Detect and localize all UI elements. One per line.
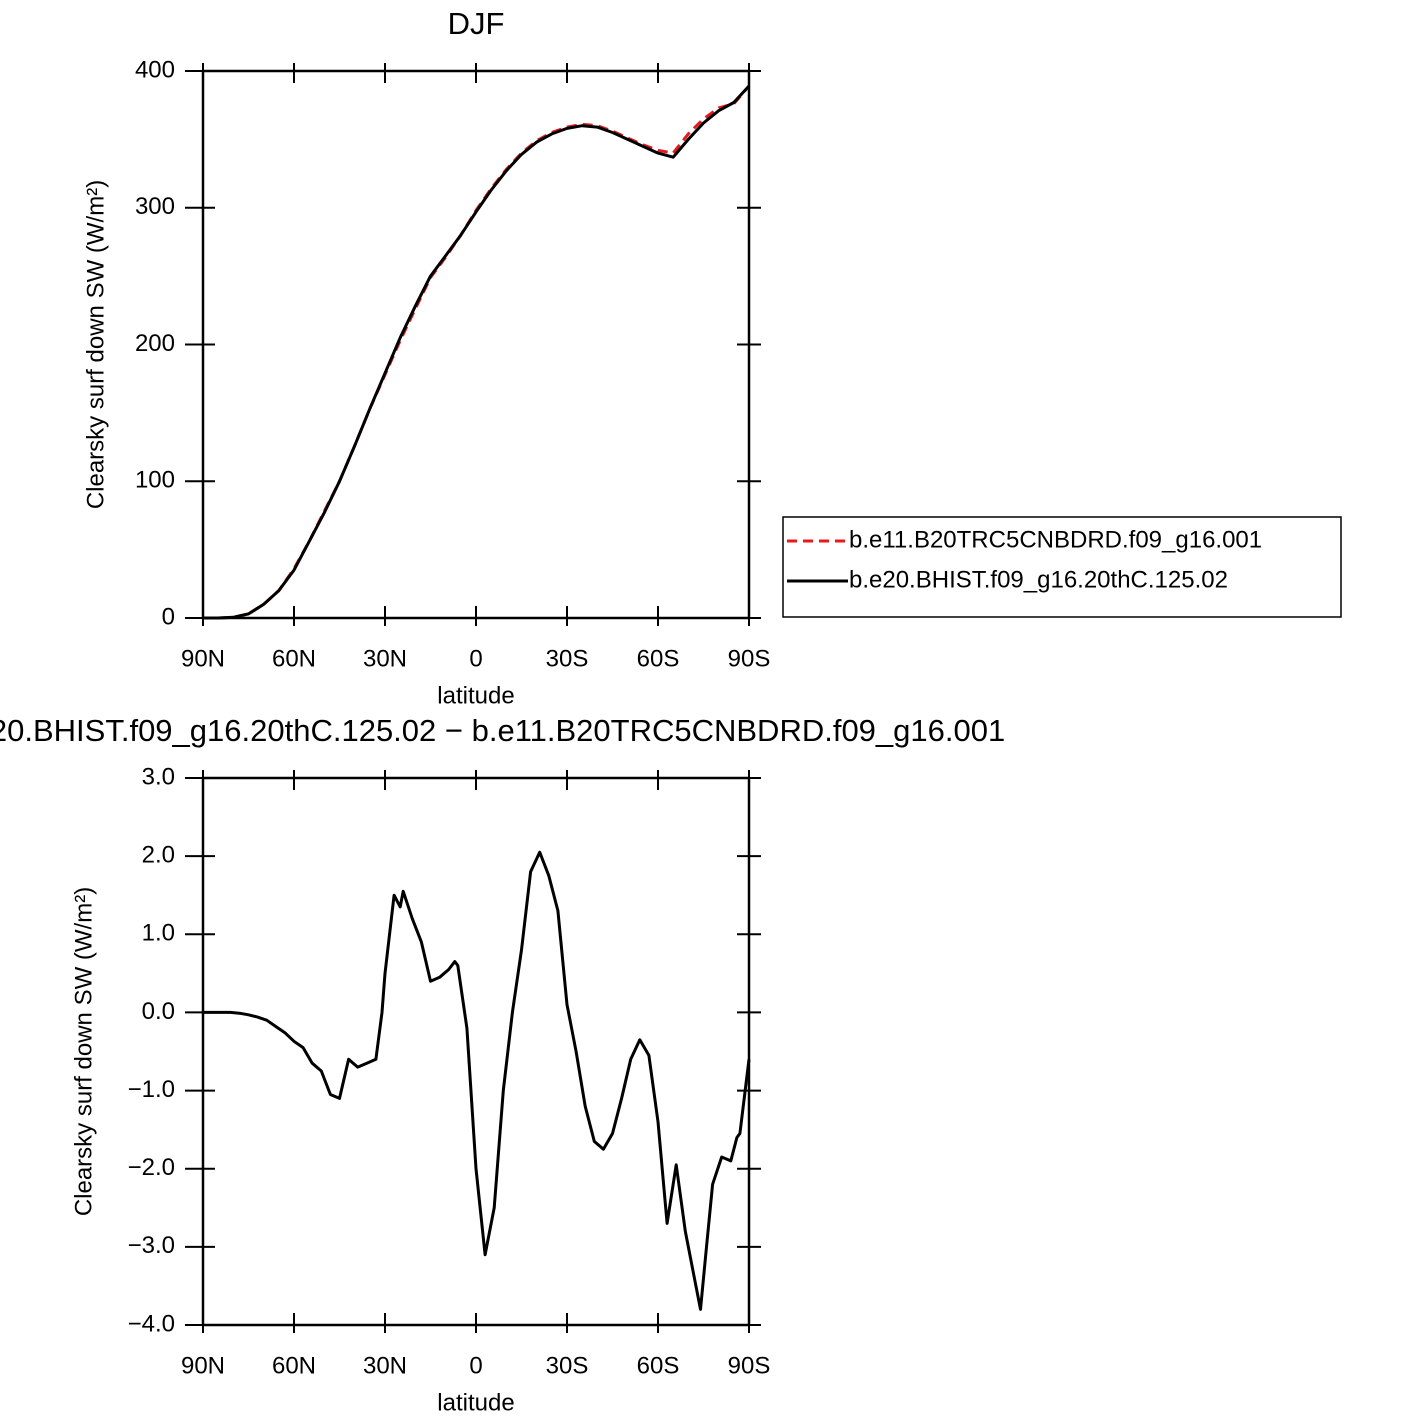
chart-title: b.e20.BHIST.f09_g16.20thC.125.02 − b.e11…: [0, 713, 1005, 748]
y-tick-label: 3.0: [142, 763, 175, 790]
data-line: [203, 84, 751, 620]
y-axis-label: Clearsky surf down SW (W/m²): [70, 887, 97, 1216]
y-tick-label: 0.0: [142, 998, 175, 1025]
y-axis-label: Clearsky surf down SW (W/m²): [82, 180, 109, 509]
y-tick-label: −4.0: [128, 1310, 175, 1337]
y-tick-label: 400: [135, 56, 175, 83]
y-tick-label: −1.0: [128, 1076, 175, 1103]
x-tick-label: 30S: [546, 645, 589, 672]
x-tick-label: 60S: [637, 1352, 680, 1379]
y-tick-label: 300: [135, 193, 175, 220]
x-tick-label: 0: [469, 645, 482, 672]
plot-frame: [201, 776, 751, 1327]
x-tick-label: 90N: [181, 1352, 225, 1379]
chart-title: DJF: [448, 6, 505, 41]
x-tick-label: 30S: [546, 1352, 589, 1379]
x-tick-label: 60S: [637, 645, 680, 672]
x-tick-label: 60N: [272, 645, 316, 672]
y-tick-label: −2.0: [128, 1154, 175, 1181]
x-tick-label: 90S: [728, 1352, 771, 1379]
x-tick-label: 90S: [728, 645, 771, 672]
y-tick-label: 100: [135, 467, 175, 494]
x-tick-label: 0: [469, 1352, 482, 1379]
y-tick-label: 1.0: [142, 920, 175, 947]
data-line: [203, 850, 751, 1311]
x-tick-label: 30N: [363, 645, 407, 672]
legend-label: b.e20.BHIST.f09_g16.20thC.125.02: [849, 566, 1228, 593]
y-tick-label: 2.0: [142, 841, 175, 868]
x-axis-label: latitude: [437, 682, 514, 709]
legend-label: b.e11.B20TRC5CNBDRD.f09_g16.001: [849, 526, 1262, 553]
legend-box: [782, 516, 1342, 618]
x-axis-label: latitude: [437, 1389, 514, 1416]
x-tick-label: 30N: [363, 1352, 407, 1379]
data-line: [203, 85, 751, 620]
plot-frame: [201, 69, 751, 620]
x-tick-label: 60N: [272, 1352, 316, 1379]
y-tick-label: 0: [162, 603, 175, 630]
x-tick-label: 90N: [181, 645, 225, 672]
y-tick-label: −3.0: [128, 1232, 175, 1259]
y-tick-label: 200: [135, 330, 175, 357]
